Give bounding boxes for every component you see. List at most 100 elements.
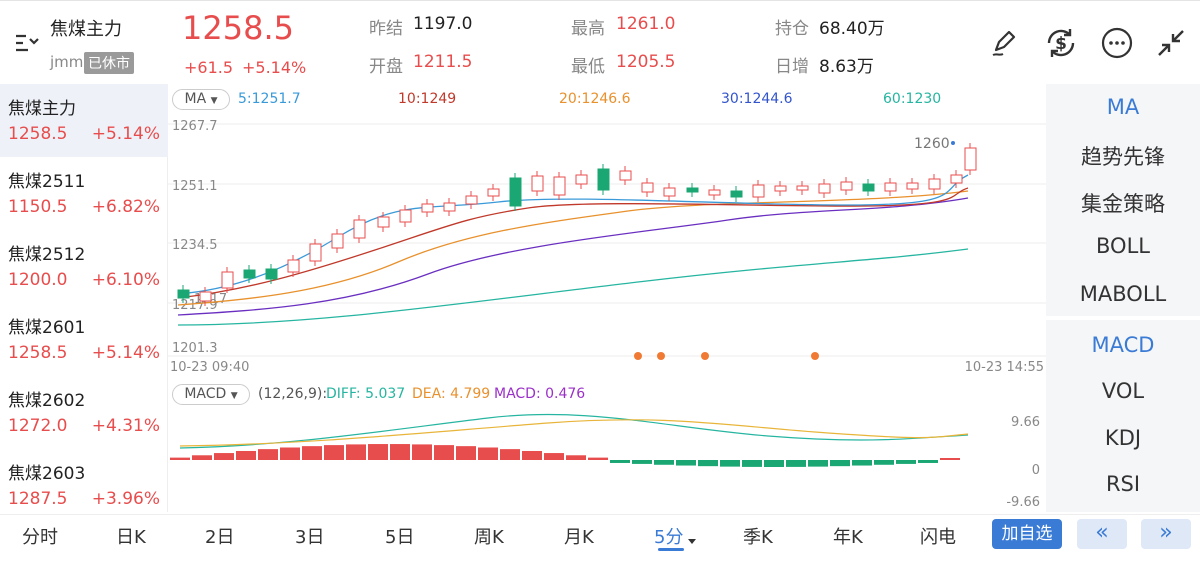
ma-indicator-label: MA xyxy=(184,91,207,107)
macd-bar xyxy=(258,449,278,460)
macd-y-tick: 0 xyxy=(1032,463,1040,478)
menu-sort-icon[interactable] xyxy=(14,31,40,55)
contract-list-item[interactable]: 焦煤主力 1258.5 +5.14% xyxy=(0,84,168,157)
add-watchlist-button[interactable]: 加自选 xyxy=(992,519,1062,549)
contract-item-price: 1150.5 xyxy=(8,197,68,217)
macd-bar xyxy=(236,450,256,460)
macd-bar xyxy=(456,446,476,460)
diff-value: DIFF: 5.037 xyxy=(326,386,406,402)
candle-body xyxy=(199,291,212,302)
candle-body xyxy=(928,178,941,190)
ma10-line xyxy=(177,187,969,299)
candle-body xyxy=(730,190,743,198)
macd-indicator-label: MACD xyxy=(184,386,227,402)
chevron-down-icon: ▼ xyxy=(210,96,218,106)
indicator-option-kdj[interactable]: KDJ xyxy=(1104,426,1142,450)
prev-page-button[interactable]: « xyxy=(1077,519,1127,549)
indicator-option-boll[interactable]: BOLL xyxy=(1096,234,1150,258)
macd-bar xyxy=(170,457,190,460)
diff-line xyxy=(179,413,969,449)
tab-lightning[interactable]: 闪电 xyxy=(920,527,956,548)
tab-3day[interactable]: 3日 xyxy=(295,527,325,548)
candle-body xyxy=(309,243,322,262)
tab-monthly-k[interactable]: 月K xyxy=(564,527,594,548)
contract-item-change: +5.14% xyxy=(91,124,160,144)
event-marker[interactable] xyxy=(811,352,819,360)
contract-item-price: 1272.0 xyxy=(8,416,68,436)
macd-bar xyxy=(720,460,740,467)
macd-bar xyxy=(764,460,784,467)
contract-item-name: 焦煤主力 xyxy=(8,99,76,119)
contract-list: 焦煤主力 1258.5 +5.14% 焦煤2511 1150.5 +6.82% … xyxy=(0,84,168,512)
dea-value: DEA: 4.799 xyxy=(412,386,491,402)
tab-timeshare[interactable]: 分时 xyxy=(22,527,58,548)
collapse-icon[interactable] xyxy=(1155,27,1187,59)
macd-bar xyxy=(192,455,212,460)
tab-yearly-k[interactable]: 年K xyxy=(833,527,863,548)
indicator-option-macd[interactable]: MACD xyxy=(1091,333,1155,357)
ma30-line xyxy=(177,197,969,316)
event-marker[interactable] xyxy=(657,352,665,360)
sub-indicator-group xyxy=(1046,320,1200,512)
event-marker[interactable] xyxy=(701,352,709,360)
contract-list-item[interactable]: 焦煤2603 1287.5 +3.96% xyxy=(0,449,168,522)
indicator-option-vol[interactable]: VOL xyxy=(1101,379,1145,403)
candle-body xyxy=(796,185,809,191)
macd-bar xyxy=(676,460,696,466)
ma-indicator-dropdown[interactable]: MA ▼ xyxy=(172,89,230,110)
more-icon[interactable] xyxy=(1100,26,1134,60)
candle-body xyxy=(331,233,344,249)
candle-body xyxy=(553,176,566,196)
ma60-line xyxy=(177,248,969,326)
indicator-option-ma[interactable]: MA xyxy=(1106,95,1140,119)
indicator-option-trend[interactable]: 趋势先锋 xyxy=(1081,145,1165,169)
candlestick-chart[interactable]: 1267.7 1251.1 1234.5 1217.9 1201.3 10-23… xyxy=(168,112,1046,378)
contract-item-price: 1258.5 xyxy=(8,343,68,363)
quote-header: 焦煤主力 jmm 已休市 1258.5 +61.5 +5.14% 昨结 1197… xyxy=(0,0,1200,84)
next-page-button[interactable]: » xyxy=(1141,519,1191,549)
macd-bar xyxy=(214,453,234,460)
high-label: 最高 xyxy=(571,19,605,39)
macd-bar xyxy=(940,458,960,460)
ma60-value: 60:1230 xyxy=(883,91,942,107)
tab-daily-k[interactable]: 日K xyxy=(116,527,146,548)
chevron-down-icon: ▼ xyxy=(230,391,238,401)
contract-list-item[interactable]: 焦煤2601 1258.5 +5.14% xyxy=(0,303,168,376)
contract-item-change: +3.96% xyxy=(91,489,160,509)
currency-exchange-icon[interactable]: $ xyxy=(1043,25,1079,61)
macd-chart[interactable]: 9.66 0 -9.66 xyxy=(168,408,1046,512)
tab-quarterly-k[interactable]: 季K xyxy=(743,527,773,548)
macd-bar xyxy=(786,460,806,467)
contract-list-item[interactable]: 焦煤2602 1272.0 +4.31% xyxy=(0,376,168,449)
candle-body xyxy=(862,183,875,192)
y-tick-label: 1201.3 xyxy=(172,341,218,356)
macd-bar xyxy=(588,457,608,460)
candle-body xyxy=(663,187,676,197)
candle-body xyxy=(818,183,831,194)
high-value: 1261.0 xyxy=(616,14,676,34)
last-price-dot xyxy=(951,141,955,145)
contract-list-item[interactable]: 焦煤2512 1200.0 +6.10% xyxy=(0,230,168,303)
tab-5day[interactable]: 5日 xyxy=(385,527,415,548)
macd-bar xyxy=(280,447,300,460)
indicator-option-strategy[interactable]: 集金策略 xyxy=(1081,192,1165,216)
indicator-option-rsi[interactable]: RSI xyxy=(1105,472,1141,496)
macd-bar xyxy=(302,446,322,460)
contract-item-name: 焦煤2511 xyxy=(8,172,86,192)
macd-bar xyxy=(434,445,454,460)
contract-item-price: 1200.0 xyxy=(8,270,68,290)
pen-icon[interactable] xyxy=(988,27,1020,59)
contract-list-item[interactable]: 焦煤2511 1150.5 +6.82% xyxy=(0,157,168,230)
event-marker[interactable] xyxy=(634,352,642,360)
tab-weekly-k[interactable]: 周K xyxy=(474,527,504,548)
tab-5min[interactable]: 5分 xyxy=(654,527,684,548)
svg-text:$: $ xyxy=(1055,34,1067,54)
macd-bar xyxy=(830,460,850,467)
tab-2day[interactable]: 2日 xyxy=(205,527,235,548)
contract-name: 焦煤主力 xyxy=(50,19,122,40)
indicator-option-maboll[interactable]: MABOLL xyxy=(1079,282,1167,306)
macd-bar xyxy=(412,444,432,460)
macd-bar xyxy=(346,444,366,460)
macd-indicator-dropdown[interactable]: MACD ▼ xyxy=(172,384,250,405)
macd-bar xyxy=(390,444,410,460)
